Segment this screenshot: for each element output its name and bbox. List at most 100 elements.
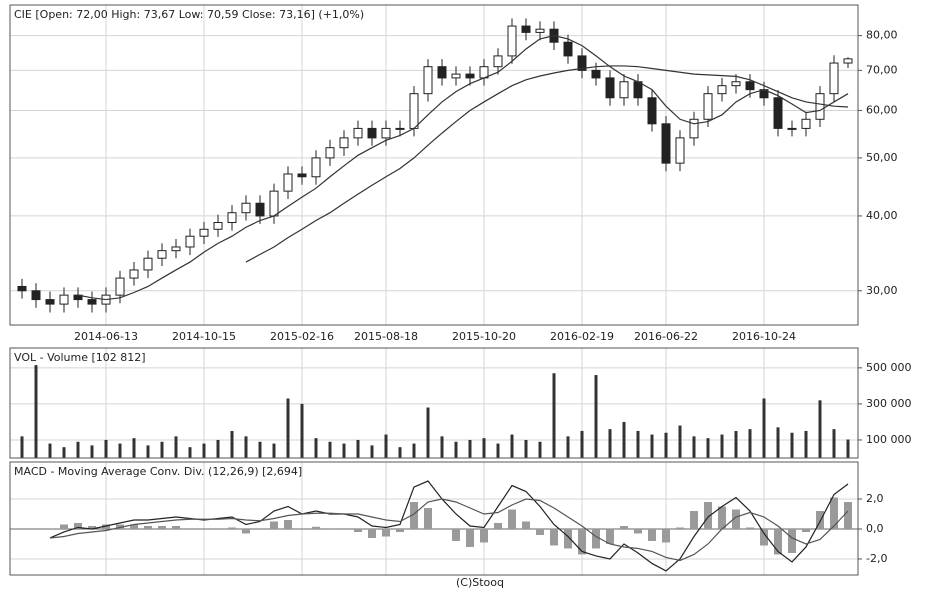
histogram-bar (186, 528, 194, 529)
candle-body (535, 28, 545, 33)
volume-bar (272, 443, 276, 458)
volume-bar (20, 436, 24, 458)
volume-bar (678, 425, 682, 458)
y-tick-label: 70,00 (866, 63, 898, 76)
histogram-bar (788, 528, 796, 553)
volume-bar (580, 430, 584, 458)
y-tick-label: 100 000 (866, 433, 912, 446)
x-tick-label: 2016-02-19 (550, 330, 614, 343)
histogram-bar (774, 528, 782, 555)
volume-bar (160, 441, 164, 458)
histogram-bar (270, 521, 278, 529)
volume-bar (174, 436, 178, 458)
volume-bar (454, 441, 458, 458)
volume-bar (790, 432, 794, 458)
volume-bar (146, 445, 150, 458)
candle-body (227, 212, 237, 224)
volume-bar (328, 441, 332, 458)
candle-body (605, 77, 615, 99)
candle-body (423, 66, 433, 95)
line (245, 65, 849, 263)
histogram-bar (634, 528, 642, 534)
histogram-bar (116, 524, 124, 529)
volume-bar (706, 438, 710, 458)
histogram-bar (424, 508, 432, 529)
histogram-bar (158, 525, 166, 529)
candle-body (115, 277, 125, 296)
histogram-bar (102, 524, 110, 529)
volume-bar (76, 441, 80, 458)
histogram-bar (536, 528, 544, 535)
candle-body (31, 290, 41, 301)
volume-bar (314, 438, 318, 458)
candle-body (409, 93, 419, 129)
volume-bar (692, 436, 696, 458)
volume-bar (608, 429, 612, 458)
volume-bar (720, 434, 724, 458)
volume-bar (34, 365, 38, 458)
x-tick-label: 2016-10-24 (732, 330, 796, 343)
candle-body (689, 118, 699, 139)
histogram-bar (284, 519, 292, 529)
candle-body (255, 202, 265, 217)
candle-body (199, 228, 209, 237)
candle-body (437, 66, 447, 79)
panel-title: MACD - Moving Average Conv. Div. (12,26,… (14, 465, 302, 478)
x-tick-label: 2014-06-13 (74, 330, 138, 343)
volume-bar (482, 438, 486, 458)
histogram-bar (74, 522, 82, 529)
volume-bar (594, 375, 598, 458)
y-tick-label: 60,00 (866, 103, 898, 116)
histogram-bar (354, 528, 362, 532)
volume-bar (188, 447, 192, 458)
candle-body (703, 93, 713, 120)
histogram-bar (662, 528, 670, 543)
candle-body (185, 235, 195, 248)
candle-body (647, 97, 657, 125)
candle-body (521, 25, 531, 33)
candle-body (353, 127, 363, 139)
histogram-bar (732, 509, 740, 529)
candle-body (591, 69, 601, 79)
volume-bar (776, 427, 780, 458)
candle-body (59, 294, 69, 305)
x-tick-label: 2014-10-15 (172, 330, 236, 343)
volume-bar (132, 438, 136, 458)
x-tick-label: 2015-10-20 (452, 330, 516, 343)
histogram-bar (480, 528, 488, 543)
volume-bar (258, 441, 262, 458)
candle-body (815, 93, 825, 120)
volume-bar (286, 398, 290, 458)
volume-bar (104, 439, 108, 458)
candle-body (367, 127, 377, 139)
volume-bar (538, 441, 542, 458)
histogram-bar (550, 528, 558, 546)
candle-body (577, 55, 587, 71)
candle-body (339, 137, 349, 149)
histogram-bar (620, 525, 628, 529)
y-tick-label: -2,0 (866, 552, 887, 565)
histogram-bar (326, 528, 334, 530)
panel-title: VOL - Volume [102 812] (14, 351, 146, 364)
candle-body (325, 147, 335, 159)
histogram-bar (214, 528, 222, 529)
histogram-bar (60, 524, 68, 529)
volume-bar (510, 434, 514, 458)
volume-bar (370, 445, 374, 458)
candle-body (311, 157, 321, 178)
x-tick-label: 2015-08-18 (354, 330, 418, 343)
histogram-bar (830, 497, 838, 529)
volume-bar (48, 443, 52, 458)
candle-body (507, 25, 517, 57)
histogram-bar (172, 525, 180, 529)
volume-bar (846, 439, 850, 458)
candle-body (17, 285, 27, 292)
candle-body (731, 81, 741, 87)
histogram-bar (494, 522, 502, 529)
volume-bar (650, 434, 654, 458)
y-tick-label: 0,0 (866, 522, 884, 535)
volume-bar (622, 421, 626, 458)
volume-bar (748, 429, 752, 458)
histogram-bar (578, 528, 586, 555)
